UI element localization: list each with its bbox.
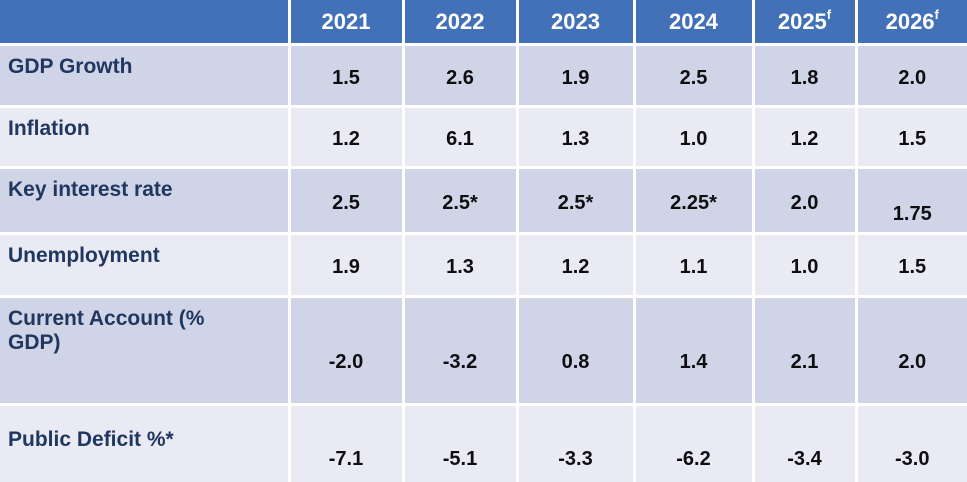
year-label: 2025 <box>777 8 827 34</box>
data-cell: 1.9 <box>287 232 405 298</box>
row-label: Inflation <box>0 105 291 169</box>
data-cell: 1.8 <box>751 43 858 108</box>
data-cell: 2.0 <box>854 43 967 108</box>
row-label-text: Current Account (% GDP) <box>8 307 205 355</box>
data-cell: 2.5* <box>515 166 636 235</box>
column-header-2024: 2024 <box>632 0 755 46</box>
data-cell: -3.2 <box>401 295 519 406</box>
data-cell: 1.2 <box>751 105 858 169</box>
data-cell: 1.3 <box>515 105 636 169</box>
data-cell: 1.75 <box>854 166 967 235</box>
data-cell: 1.1 <box>632 232 755 298</box>
row-label: Unemployment <box>0 232 291 298</box>
data-cell: -6.2 <box>632 403 755 482</box>
data-cell: 1.4 <box>632 295 755 406</box>
year-label: 2024 <box>669 8 718 34</box>
data-cell: 2.25* <box>632 166 755 235</box>
year-label: 2026 <box>885 8 935 34</box>
table-row-inflation: Inflation 1.2 6.1 1.3 1.0 1.2 1.5 <box>0 105 967 169</box>
data-cell: 2.5 <box>287 166 405 235</box>
data-cell: 2.6 <box>401 43 519 108</box>
table-row-key-interest-rate: Key interest rate 2.5 2.5* 2.5* 2.25* 2.… <box>0 166 967 235</box>
data-cell: 6.1 <box>401 105 519 169</box>
data-cell: 1.5 <box>854 105 967 169</box>
data-cell: 1.9 <box>515 43 636 108</box>
corner-cell <box>0 0 291 46</box>
year-label: 2023 <box>551 8 600 34</box>
data-cell: 2.1 <box>751 295 858 406</box>
row-label: Current Account (% GDP) <box>0 295 291 406</box>
data-cell: 1.3 <box>401 232 519 298</box>
data-cell: 1.0 <box>632 105 755 169</box>
table-row-gdp-growth: GDP Growth 1.5 2.6 1.9 2.5 1.8 2.0 <box>0 43 967 108</box>
forecast-superscript: f <box>934 7 939 23</box>
row-label: GDP Growth <box>0 43 291 108</box>
data-cell: 1.5 <box>287 43 405 108</box>
data-cell: -3.0 <box>854 403 967 482</box>
table-row-public-deficit: Public Deficit %* -7.1 -5.1 -3.3 -6.2 -3… <box>0 403 967 482</box>
data-cell: 1.5 <box>854 232 967 298</box>
table-row-unemployment: Unemployment 1.9 1.3 1.2 1.1 1.0 1.5 <box>0 232 967 298</box>
data-cell: -3.3 <box>515 403 636 482</box>
column-header-2021: 2021 <box>287 0 405 46</box>
data-cell: 2.5 <box>632 43 755 108</box>
data-cell: -7.1 <box>287 403 405 482</box>
year-label: 2022 <box>435 8 485 34</box>
forecast-superscript: f <box>826 7 832 23</box>
column-header-2025: 2025f <box>751 0 858 46</box>
column-header-2026: 2026f <box>854 0 967 46</box>
header-row: 2021 2022 2023 2024 2025f 2026f <box>0 0 967 46</box>
data-cell: 2.0 <box>854 295 967 406</box>
row-label: Key interest rate <box>0 166 291 235</box>
data-cell: -2.0 <box>287 295 405 406</box>
data-cell: 1.0 <box>751 232 858 298</box>
column-header-2023: 2023 <box>515 0 636 46</box>
data-cell: -3.4 <box>751 403 858 482</box>
data-cell: 1.2 <box>515 232 636 298</box>
column-header-2022: 2022 <box>401 0 519 46</box>
data-cell: 2.5* <box>401 166 519 235</box>
year-label: 2021 <box>321 8 371 34</box>
data-cell: 0.8 <box>515 295 636 406</box>
table-row-current-account: Current Account (% GDP) -2.0 -3.2 0.8 1.… <box>0 295 967 406</box>
row-label: Public Deficit %* <box>0 403 291 482</box>
data-cell: 1.2 <box>287 105 405 169</box>
data-cell: -5.1 <box>401 403 519 482</box>
data-cell: 2.0 <box>751 166 858 235</box>
